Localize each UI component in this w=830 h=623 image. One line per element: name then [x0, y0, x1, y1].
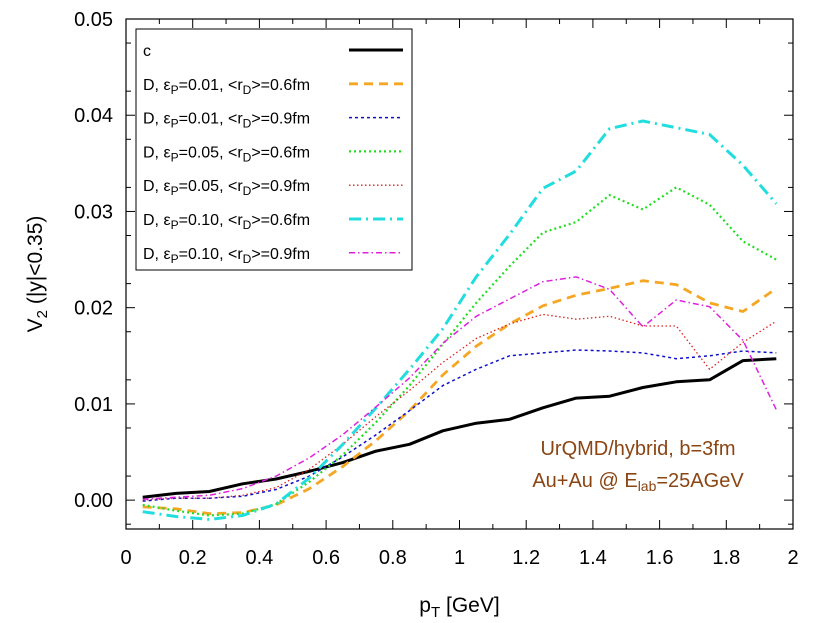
legend-label: D, εP=0.01, <rD>=0.6fm — [143, 77, 310, 97]
annotation-line-2: Au+Au @ Elab=25AGeV — [532, 470, 744, 494]
x-tick-label: 0.6 — [312, 547, 340, 569]
legend-label: D, εP=0.10, <rD>=0.9fm — [143, 246, 310, 266]
x-tick-label: 1.8 — [712, 547, 740, 569]
annotation-line-1: UrQMD/hybrid, b=3fm — [540, 438, 735, 460]
legend-label: c — [143, 43, 151, 60]
y-tick-label: 0.02 — [74, 298, 113, 320]
x-tick-label: 1.6 — [646, 547, 674, 569]
series-line-4 — [142, 313, 777, 501]
legend-label: D, εP=0.05, <rD>=0.6fm — [143, 144, 310, 164]
y-tick-label: 0.00 — [74, 490, 113, 512]
x-tick-label: 0.4 — [245, 547, 273, 569]
legend-label: D, εP=0.10, <rD>=0.6fm — [143, 212, 310, 232]
x-axis-title: pT [GeV] — [419, 594, 499, 621]
legend-box — [135, 28, 413, 271]
y-tick-label: 0.05 — [74, 9, 113, 31]
x-tick-label: 0 — [120, 547, 131, 569]
x-tick-label: 1.4 — [579, 547, 607, 569]
series-line-6 — [142, 276, 777, 500]
legend-label: D, εP=0.05, <rD>=0.9fm — [143, 178, 310, 198]
x-tick-label: 1.2 — [512, 547, 540, 569]
legend-label: D, εP=0.01, <rD>=0.9fm — [143, 111, 310, 131]
y-tick-label: 0.04 — [74, 105, 113, 127]
y-tick-label: 0.01 — [74, 394, 113, 416]
x-tick-label: 2 — [787, 547, 798, 569]
y-axis-title: V2 (|y|<0.35) — [24, 216, 51, 333]
series-line-0 — [142, 357, 777, 499]
x-tick-label: 1 — [454, 547, 465, 569]
series-line-5 — [142, 119, 778, 521]
y-tick-label: 0.03 — [74, 201, 113, 223]
series-line-2 — [142, 349, 777, 502]
x-tick-label: 0.8 — [379, 547, 407, 569]
x-tick-label: 0.2 — [179, 547, 207, 569]
series-group — [142, 119, 778, 521]
